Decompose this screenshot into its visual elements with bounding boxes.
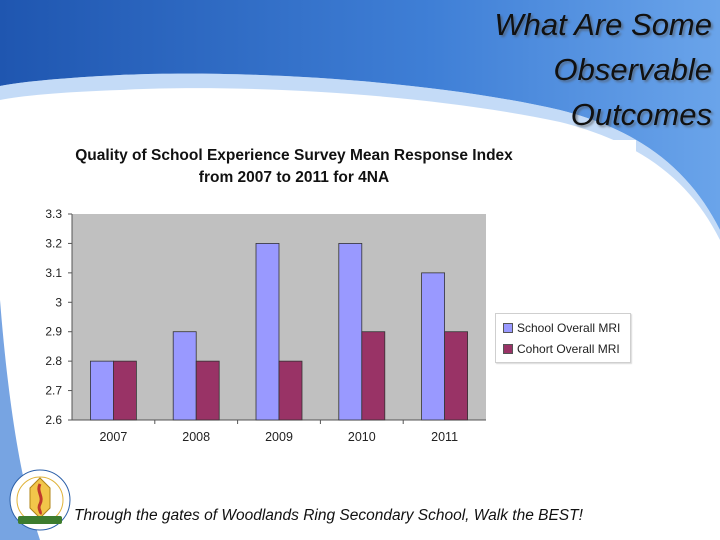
bar (338, 243, 363, 421)
legend-swatch (503, 323, 513, 333)
legend-label: School Overall MRI (517, 321, 621, 335)
slide-title: What Are Some Observable Outcomes (292, 2, 712, 137)
chart-title-line: from 2007 to 2011 for 4NA (198, 169, 390, 186)
y-tick-label: 2.8 (45, 354, 62, 368)
legend-label: Cohort Overall MRI (517, 342, 620, 356)
slide-title-line: Observable (553, 52, 712, 87)
bar (113, 360, 137, 421)
slide-title-line: Outcomes (570, 97, 712, 132)
legend-item: Cohort Overall MRI (503, 340, 620, 358)
school-motto: Through the gates of Woodlands Ring Seco… (74, 507, 583, 524)
y-tick-label: 2.6 (45, 413, 62, 427)
chart-legend: School Overall MRI Cohort Overall MRI (495, 313, 631, 363)
bar (421, 272, 446, 421)
y-tick-label: 2.7 (45, 384, 62, 398)
x-tick-label: 2007 (99, 430, 127, 444)
y-tick-label: 3.1 (45, 266, 62, 280)
bar (172, 331, 197, 421)
x-tick-label: 2010 (348, 430, 376, 444)
y-tick-label: 2.9 (45, 325, 62, 339)
bar (278, 360, 303, 421)
x-tick-label: 2011 (431, 430, 458, 444)
bar-chart: 2.6 2.7 2.8 2.9 3 3.1 3.2 3.3 2007 2008 2009 2010 20… (45, 207, 486, 444)
legend-swatch (503, 344, 513, 354)
bar (90, 360, 114, 421)
bar (361, 331, 386, 421)
slide-title-line: What Are Some (494, 7, 712, 42)
bar (195, 360, 220, 421)
legend-item: School Overall MRI (503, 319, 620, 337)
y-tick-label: 3 (55, 295, 62, 309)
chart-title-line: Quality of School Experience Survey Mean… (75, 147, 513, 164)
bar (444, 331, 469, 421)
x-tick-label: 2009 (265, 430, 293, 444)
bar (255, 243, 280, 421)
chart-panel: Quality of School Experience Survey Mean… (24, 140, 636, 452)
x-tick-label: 2008 (182, 430, 210, 444)
school-crest-icon (9, 469, 71, 531)
chart-title: Quality of School Experience Survey Mean… (24, 145, 564, 189)
y-tick-label: 3.2 (45, 236, 62, 250)
y-tick-label: 3.3 (45, 207, 62, 221)
